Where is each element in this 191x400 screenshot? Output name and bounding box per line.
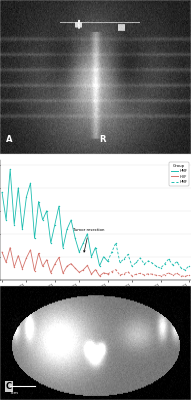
Legend: HMF, HVF, HMF: HMF, HVF, HMF <box>169 162 189 186</box>
Text: R: R <box>99 136 106 144</box>
Text: 7cm: 7cm <box>10 392 19 396</box>
Text: Tumor resection: Tumor resection <box>73 228 105 252</box>
Text: C: C <box>6 382 12 391</box>
X-axis label: Day: Day <box>91 297 100 302</box>
Text: A: A <box>6 136 12 144</box>
